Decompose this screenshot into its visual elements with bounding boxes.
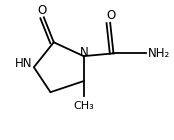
Text: N: N bbox=[80, 46, 89, 59]
Text: O: O bbox=[38, 4, 47, 17]
Text: CH₃: CH₃ bbox=[73, 101, 94, 111]
Text: HN: HN bbox=[15, 57, 32, 70]
Text: NH₂: NH₂ bbox=[148, 47, 170, 60]
Text: O: O bbox=[106, 9, 116, 22]
